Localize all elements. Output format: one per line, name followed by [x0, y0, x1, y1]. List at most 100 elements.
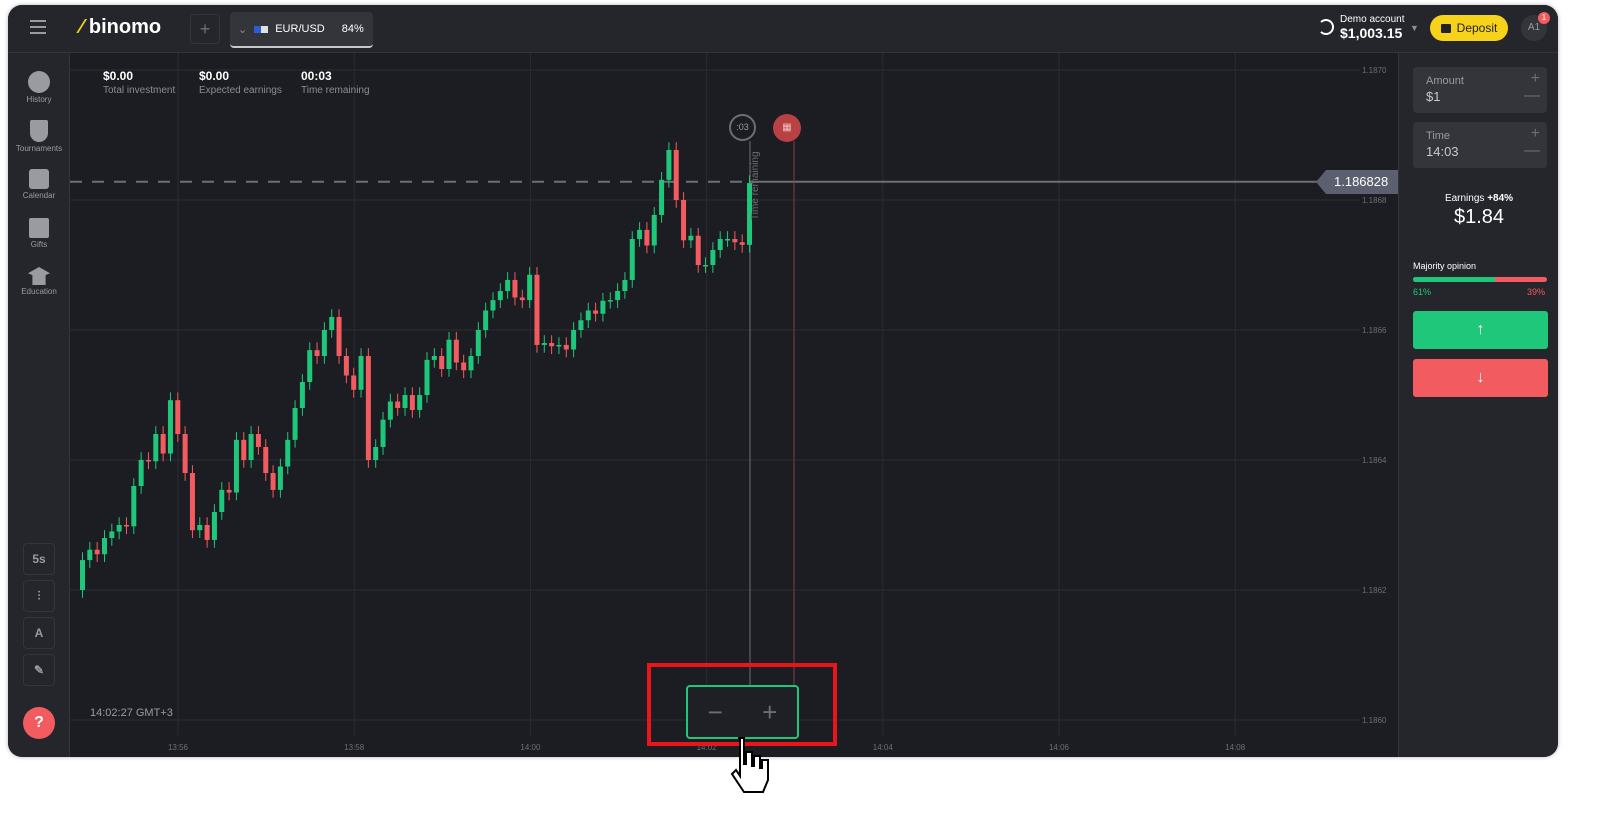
- candle-body: [505, 279, 511, 291]
- amount-decrease-button[interactable]: —: [1524, 87, 1540, 104]
- time-remaining-label: Time remaining: [750, 151, 761, 220]
- candle-body: [226, 489, 232, 493]
- hand-cursor-icon: [728, 736, 776, 794]
- sidebar-item-calendar[interactable]: Calendar: [8, 169, 70, 200]
- zoom-out-button[interactable]: −: [707, 697, 723, 727]
- candle-body: [600, 300, 606, 314]
- candle-body: [644, 229, 650, 246]
- calendar-icon: [29, 169, 49, 189]
- account-type: Demo account: [1340, 14, 1405, 25]
- candle-body: [732, 239, 738, 243]
- candle-body: [358, 356, 364, 390]
- x-tick-label: 14:04: [873, 743, 894, 752]
- amount-field[interactable]: Amount $1 + —: [1413, 67, 1547, 113]
- drawing-button[interactable]: ✎: [23, 654, 55, 686]
- candle-body: [116, 525, 122, 532]
- candle-body: [490, 300, 496, 311]
- candle-body: [409, 395, 415, 410]
- candle-body: [380, 419, 386, 447]
- candle-body: [497, 291, 503, 301]
- candle-body: [336, 317, 342, 356]
- candle-body: [556, 344, 562, 347]
- candle-body: [739, 242, 745, 245]
- deposit-button[interactable]: Deposit: [1430, 15, 1508, 41]
- chart-type-button[interactable]: ⫶: [23, 580, 55, 612]
- chevron-down-icon: ⌄: [238, 23, 248, 36]
- pencil-icon: ✎: [33, 663, 45, 677]
- header: ⁄ binomo + ⌄ EUR/USD 84% Demo account $1…: [8, 5, 1558, 53]
- x-tick-label: 14:00: [520, 743, 541, 752]
- y-tick-label: 1.1862: [1362, 586, 1387, 595]
- clock-readout: 14:02:27 GMT+3: [90, 707, 173, 719]
- graduation-cap-icon: [28, 267, 50, 285]
- timer-badge: :03: [729, 114, 756, 141]
- candle-body: [402, 395, 408, 408]
- candle-body: [651, 214, 657, 246]
- time-field[interactable]: Time 14:03 + —: [1413, 122, 1547, 168]
- candle-body: [512, 279, 518, 298]
- help-button[interactable]: ?: [23, 707, 55, 739]
- candle-body: [629, 239, 635, 280]
- candle-body: [703, 265, 709, 267]
- candle-body: [233, 439, 239, 493]
- chevron-down-icon[interactable]: ▼: [1410, 23, 1419, 33]
- sidebar-item-history[interactable]: History: [8, 71, 70, 104]
- add-asset-button[interactable]: +: [190, 14, 220, 44]
- price-chart[interactable]: 1.1870 1.1868 1.1866 1.1864 1.1862 1.1860 13:5…: [70, 53, 1398, 757]
- candle-body: [461, 362, 467, 371]
- candle-body: [255, 434, 261, 447]
- up-button[interactable]: ↑: [1413, 311, 1548, 349]
- timeframe-button[interactable]: 5s: [23, 543, 55, 575]
- candle-body: [549, 343, 555, 347]
- candle-body: [211, 512, 217, 540]
- sidebar-item-education[interactable]: Education: [8, 267, 70, 296]
- candle-body: [80, 560, 85, 590]
- candle-body: [578, 320, 584, 330]
- candle-body: [123, 525, 129, 527]
- flag-icon: [254, 25, 269, 33]
- down-button[interactable]: ↓: [1413, 359, 1548, 397]
- account-switcher[interactable]: Demo account $1,003.15: [1340, 14, 1404, 41]
- zoom-in-button[interactable]: +: [762, 697, 778, 727]
- switch-account-icon[interactable]: [1318, 19, 1334, 35]
- menu-icon[interactable]: [30, 20, 46, 34]
- clock-icon: [28, 71, 50, 93]
- gift-icon: [29, 218, 49, 238]
- account-balance: $1,003.15: [1340, 25, 1403, 41]
- candle-body: [673, 149, 679, 200]
- time-increase-button[interactable]: +: [1530, 125, 1540, 142]
- x-tick-label: 14:08: [1225, 743, 1246, 752]
- candle-body: [453, 339, 459, 363]
- asset-selector[interactable]: ⌄ EUR/USD 84%: [230, 12, 373, 48]
- majority-up-pct: 61%: [1413, 287, 1432, 297]
- candle-body: [101, 538, 107, 555]
- candle-body: [571, 330, 577, 350]
- candle-body: [439, 356, 445, 369]
- candle-body: [483, 310, 489, 330]
- candle-body: [725, 239, 731, 241]
- amount-increase-button[interactable]: +: [1530, 70, 1540, 87]
- candle-body: [387, 401, 393, 420]
- logo: ⁄ binomo: [80, 16, 162, 38]
- y-tick-label: 1.1866: [1362, 326, 1387, 335]
- candle-body: [292, 408, 298, 440]
- y-tick-label: 1.1870: [1362, 66, 1387, 75]
- earnings-value: $1.84: [1453, 206, 1505, 228]
- candle-body: [248, 434, 254, 460]
- sidebar-item-tournaments[interactable]: Tournaments: [8, 120, 70, 153]
- majority-down-pct: 39%: [1527, 287, 1546, 297]
- candle-body: [167, 400, 173, 454]
- candle-body: [175, 400, 181, 434]
- indicators-button[interactable]: A: [23, 617, 55, 649]
- notification-badge: 1: [1538, 12, 1550, 24]
- candle-body: [519, 297, 525, 301]
- candle-body: [747, 183, 753, 245]
- candle-body: [395, 401, 401, 408]
- sidebar-item-gifts[interactable]: Gifts: [8, 218, 70, 249]
- candle-body: [160, 434, 166, 454]
- candle-body: [475, 330, 481, 356]
- sidebar: History Tournaments Calendar Gifts Educa…: [8, 53, 70, 757]
- trophy-icon: [30, 120, 48, 142]
- time-decrease-button[interactable]: —: [1524, 142, 1540, 159]
- highlight-box: [647, 663, 837, 746]
